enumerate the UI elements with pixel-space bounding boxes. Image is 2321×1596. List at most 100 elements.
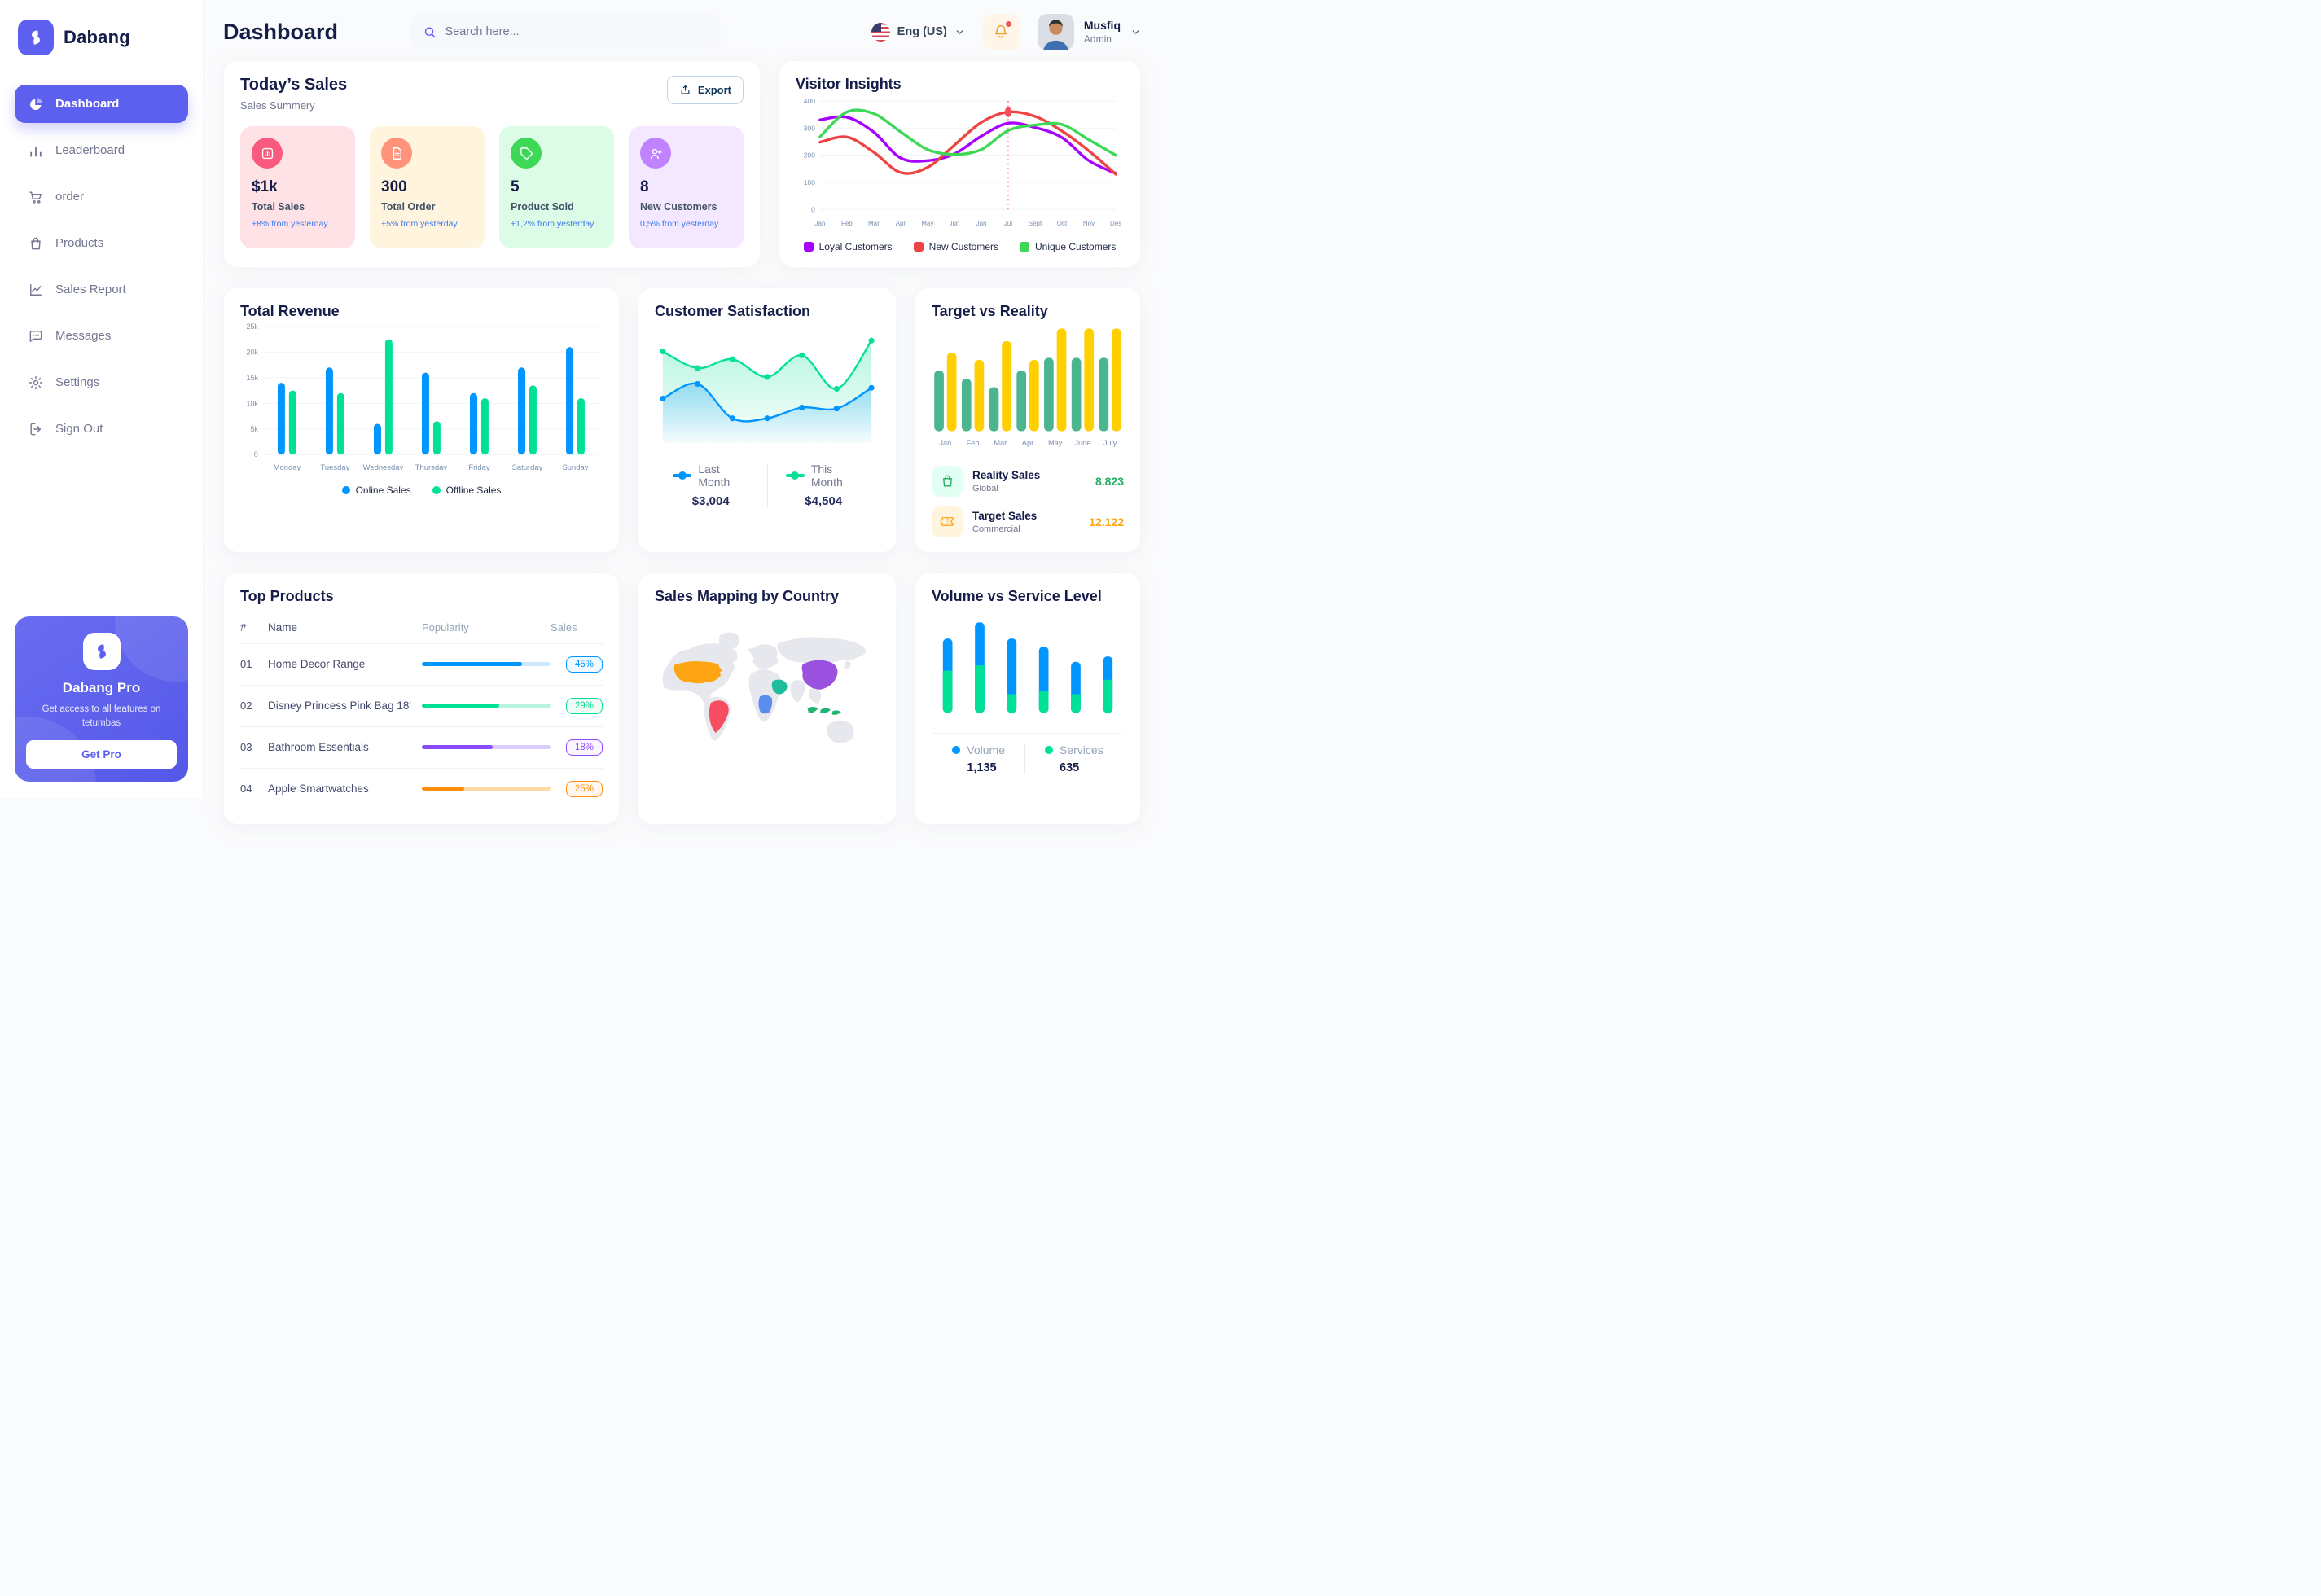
file-icon bbox=[393, 147, 401, 160]
sidebar-item-sales-report[interactable]: Sales Report bbox=[15, 270, 188, 309]
sidebar-item-label: order bbox=[55, 190, 85, 204]
user-role: Admin bbox=[1083, 33, 1112, 45]
volume-service-title: Volume vs Service Level bbox=[932, 587, 1102, 604]
x-tick-label: Friday bbox=[468, 463, 490, 472]
export-button[interactable]: Export bbox=[666, 76, 744, 104]
x-tick-label: Apr bbox=[896, 220, 906, 227]
legend-item: Online Sales bbox=[341, 484, 411, 496]
sales-summary-card: 300 Total Order +5% from yesterday bbox=[370, 126, 485, 248]
pro-upsell-card: Dabang Pro Get access to all features on… bbox=[15, 616, 188, 782]
legend-item: Reality Sales Global 8.823 bbox=[932, 465, 1124, 497]
bar bbox=[946, 353, 957, 432]
notification-dot bbox=[1005, 20, 1011, 27]
visitor-insights-title: Visitor Insights bbox=[796, 76, 902, 92]
sales-cell: 45% bbox=[551, 656, 603, 673]
top-products-card: Top Products # Name Popularity Sales 01 H… bbox=[223, 572, 620, 825]
legend-marker: Services bbox=[1045, 743, 1103, 756]
sales-card-icon-circle bbox=[640, 138, 671, 169]
bar-seam bbox=[1071, 694, 1081, 699]
tag-icon bbox=[520, 147, 533, 160]
sidebar-item-dashboard[interactable]: Dashboard bbox=[15, 85, 188, 123]
brand-logo-icon bbox=[18, 20, 54, 55]
bar-services bbox=[1038, 691, 1049, 713]
product-name: Bathroom Essentials bbox=[268, 741, 369, 754]
popularity-fill bbox=[422, 704, 499, 708]
topbar-right: Eng (US) bbox=[871, 13, 1141, 50]
map-europe bbox=[750, 644, 779, 669]
pie-chart-icon bbox=[30, 97, 42, 110]
bar-services bbox=[975, 665, 985, 713]
legend-label: Services bbox=[1060, 743, 1103, 757]
us-flag-icon bbox=[871, 22, 890, 42]
map-uk bbox=[748, 648, 753, 653]
sidebar-item-leaderboard[interactable]: Leaderboard bbox=[15, 131, 188, 169]
y-tick-label: 5k bbox=[250, 425, 258, 433]
sidebar-item-order[interactable]: order bbox=[15, 178, 188, 216]
bar bbox=[336, 392, 344, 455]
legend-value: 635 bbox=[1060, 761, 1080, 775]
sales-badge: 18% bbox=[565, 739, 603, 756]
account-menu[interactable]: Musfiq Admin bbox=[1037, 13, 1141, 50]
bar bbox=[961, 379, 972, 432]
legend-icon-box bbox=[932, 465, 963, 497]
bar bbox=[577, 398, 585, 455]
chevron-down-icon bbox=[956, 29, 963, 34]
language-selector[interactable]: Eng (US) bbox=[871, 22, 965, 42]
language-label: Eng (US) bbox=[897, 25, 947, 38]
data-point bbox=[695, 380, 701, 388]
data-point bbox=[833, 406, 840, 412]
sales-card-label: Total Sales bbox=[252, 201, 305, 213]
bar bbox=[373, 423, 381, 455]
popularity-cell bbox=[422, 704, 551, 708]
product-number: 02 bbox=[240, 699, 252, 712]
col-header-name: Name bbox=[268, 620, 298, 634]
sidebar-item-label: Settings bbox=[55, 375, 100, 389]
bar-seam bbox=[1038, 691, 1049, 696]
sidebar-item-sign-out[interactable]: Sign Out bbox=[15, 410, 188, 448]
bar bbox=[277, 383, 285, 455]
sales-card-value: $1k bbox=[252, 178, 278, 195]
sidebar-item-products[interactable]: Products bbox=[15, 224, 188, 262]
sales-card-delta: +1,2% from yesterday bbox=[511, 219, 595, 229]
x-tick-label: Saturday bbox=[512, 463, 543, 472]
legend-swatch bbox=[341, 486, 350, 495]
sidebar-item-label: Sales Report bbox=[55, 283, 126, 296]
data-point bbox=[799, 352, 805, 359]
popularity-track bbox=[422, 704, 551, 708]
bell-icon bbox=[995, 24, 1007, 38]
x-tick-label: May bbox=[1048, 439, 1063, 447]
bar-seam bbox=[1007, 694, 1017, 699]
legend-swatch bbox=[803, 242, 814, 252]
target-vs-reality-title: Target vs Reality bbox=[932, 303, 1048, 320]
product-name: Home Decor Range bbox=[268, 658, 366, 671]
sales-card-icon-circle bbox=[381, 138, 412, 169]
area-chart-svg bbox=[660, 337, 875, 444]
bar-chart-svg: 0 5k 10k 15k 20k 25k Monday Tuesday Wednesday Thu… bbox=[246, 322, 600, 472]
search-input[interactable] bbox=[445, 25, 709, 38]
map-indochina bbox=[808, 688, 822, 704]
map-india bbox=[790, 680, 805, 702]
legend-value: 1,135 bbox=[967, 761, 997, 775]
customer-satisfaction-legend: Last Month $3,004 This Month $4,504 bbox=[655, 463, 880, 509]
x-tick-label: July bbox=[1103, 439, 1117, 447]
x-tick-label: May bbox=[921, 220, 933, 227]
sidebar-item-messages[interactable]: Messages bbox=[15, 317, 188, 355]
get-pro-button[interactable]: Get Pro bbox=[26, 740, 177, 769]
map-russia-asia bbox=[777, 637, 866, 664]
notifications-button[interactable] bbox=[982, 13, 1020, 50]
sidebar-item-settings[interactable]: Settings bbox=[15, 363, 188, 401]
avatar bbox=[1037, 13, 1074, 50]
bar bbox=[1002, 340, 1011, 432]
sales-mapping-card: Sales Mapping by Country bbox=[638, 572, 897, 825]
legend-label: New Customers bbox=[928, 241, 999, 253]
sales-card-label: Total Order bbox=[381, 201, 436, 213]
legend-swatch bbox=[673, 474, 692, 478]
legend-swatch bbox=[785, 474, 805, 478]
pro-title: Dabang Pro bbox=[62, 679, 141, 695]
y-tick-label: 200 bbox=[804, 151, 815, 160]
col-header-popularity: Popularity bbox=[422, 620, 469, 634]
page-title: Dashboard bbox=[223, 19, 339, 44]
sales-card-delta: 0,5% from yesterday bbox=[640, 219, 719, 229]
data-point bbox=[729, 356, 735, 362]
x-tick-label: Wednesday bbox=[363, 463, 404, 472]
